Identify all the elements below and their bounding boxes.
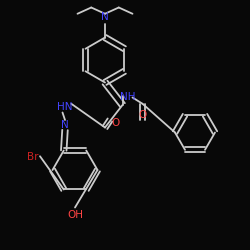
Text: N: N: [101, 12, 109, 22]
Text: HN: HN: [57, 102, 73, 113]
Text: NH: NH: [120, 92, 135, 102]
Text: Br: Br: [27, 152, 38, 162]
Text: N: N: [61, 120, 69, 130]
Text: O: O: [111, 118, 119, 128]
Text: O: O: [138, 110, 146, 120]
Text: OH: OH: [67, 210, 83, 220]
